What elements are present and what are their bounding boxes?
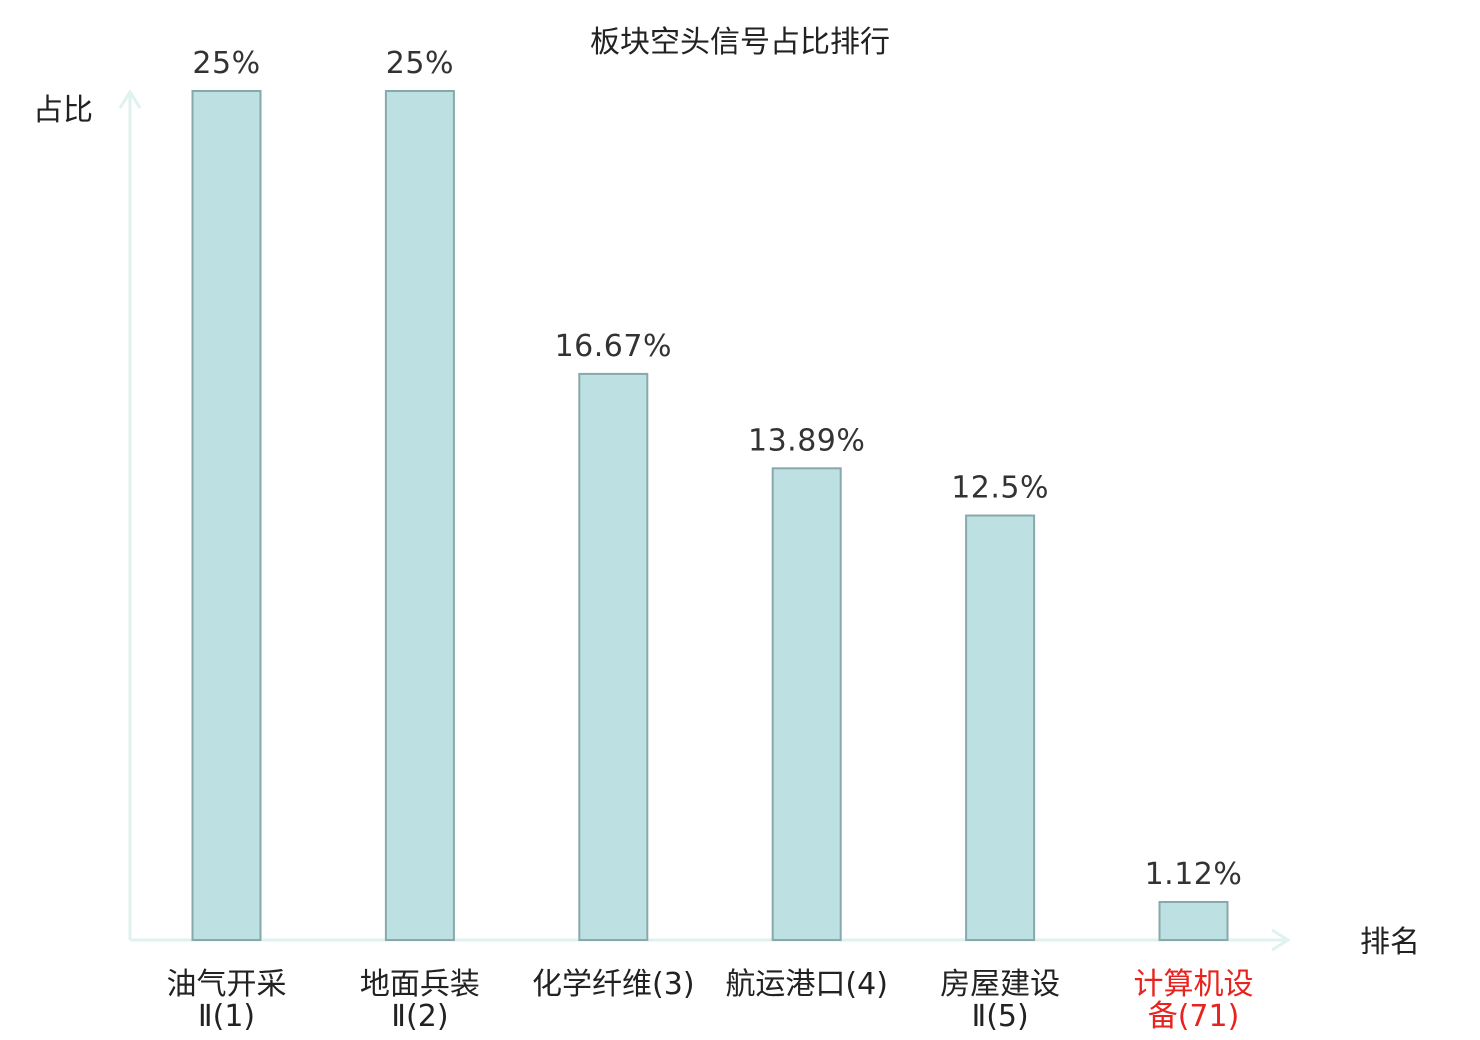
- category-label: 计算机设: [1134, 967, 1254, 1002]
- bars-group: [191, 90, 1229, 941]
- category-label: 油气开采: [167, 967, 287, 1002]
- bar-value-label: 16.67%: [555, 329, 672, 364]
- bar-value-label: 25%: [192, 46, 260, 81]
- category-label: Ⅱ(1): [198, 999, 255, 1034]
- bar: [578, 372, 649, 941]
- category-label: 地面兵装: [360, 967, 480, 1002]
- category-label: 备(71): [1148, 999, 1240, 1034]
- bar: [965, 514, 1036, 941]
- bar: [384, 90, 455, 941]
- bar-value-label: 13.89%: [748, 423, 865, 458]
- category-label: 房屋建设: [940, 967, 1060, 1002]
- category-label: Ⅱ(2): [391, 999, 448, 1034]
- category-label: 航运港口(4): [725, 967, 888, 1002]
- category-label: 化学纤维(3): [532, 967, 695, 1002]
- bar: [771, 467, 842, 941]
- y-axis-label: 占比: [33, 93, 93, 128]
- bar-value-label: 25%: [386, 46, 454, 81]
- x-axis-label: 排名: [1360, 925, 1420, 960]
- bar-value-label: 1.12%: [1145, 857, 1243, 892]
- x-axis: [130, 928, 1291, 952]
- category-label: Ⅱ(5): [971, 999, 1028, 1034]
- bar: [191, 90, 262, 941]
- bar: [1158, 901, 1229, 941]
- value-labels-group: 25% 25% 16.67% 13.89% 12.5% 1.12%: [192, 46, 1242, 892]
- chart-title: 板块空头信号占比排行: [590, 25, 890, 60]
- bar-value-label: 12.5%: [951, 471, 1049, 506]
- y-axis: [118, 89, 142, 940]
